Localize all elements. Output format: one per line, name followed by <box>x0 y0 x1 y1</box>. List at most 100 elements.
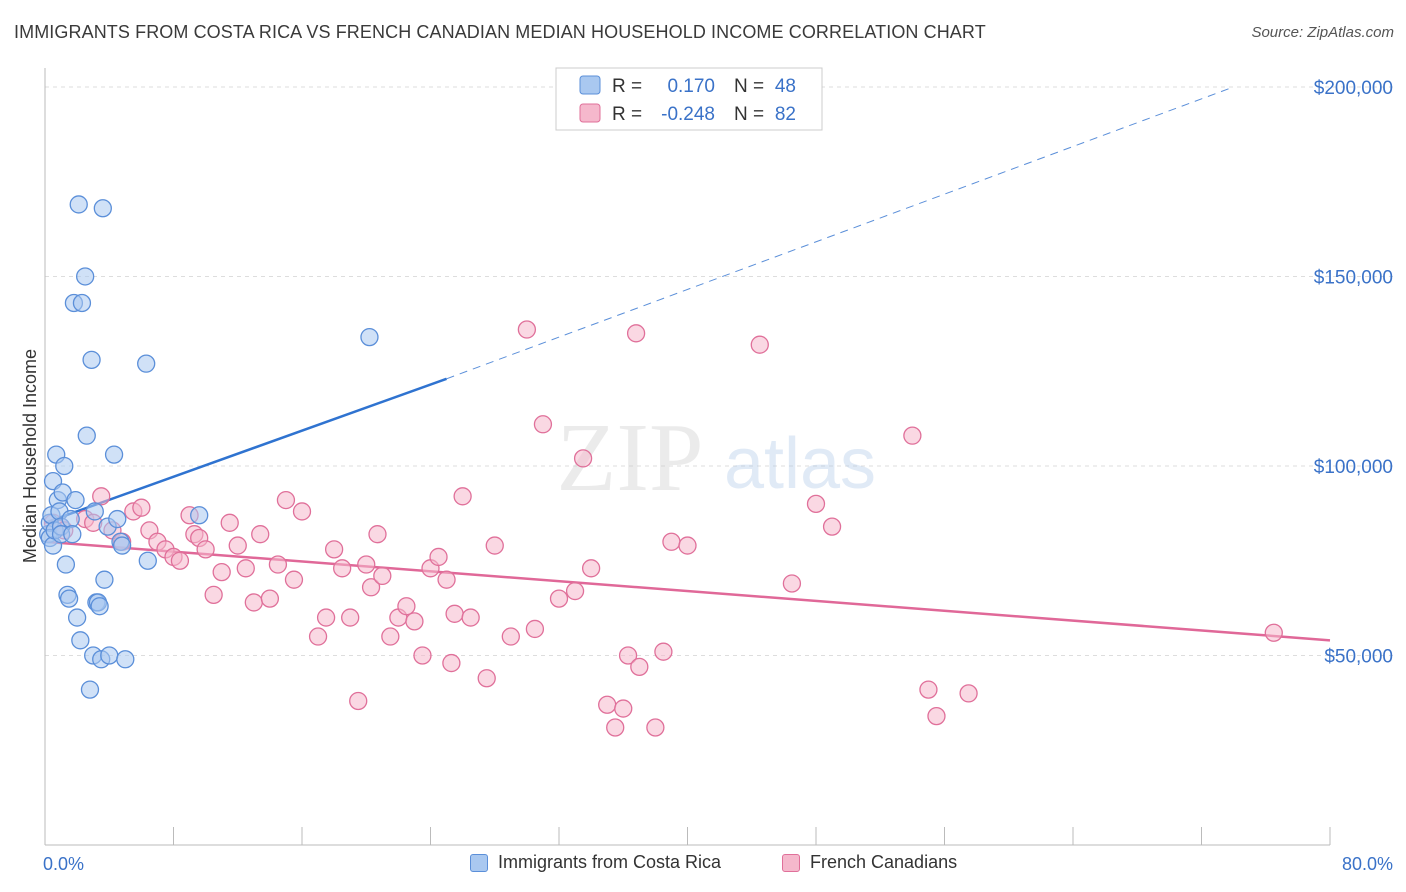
point-costa-rica <box>61 509 80 529</box>
point-french-canadians <box>445 604 464 623</box>
point-french-canadians <box>477 669 496 688</box>
point-costa-rica <box>137 354 156 373</box>
point-costa-rica <box>56 555 76 574</box>
point-costa-rica <box>69 195 88 214</box>
point-french-canadians <box>196 540 215 559</box>
point-french-canadians <box>461 608 480 627</box>
point-french-canadians <box>485 536 504 555</box>
point-costa-rica <box>63 525 82 544</box>
point-french-canadians <box>292 502 312 521</box>
y-axis-label: Median Household Income <box>20 349 40 563</box>
point-french-canadians <box>236 559 255 578</box>
point-french-canadians <box>260 589 280 608</box>
point-french-canadians <box>251 525 270 544</box>
point-costa-rica <box>85 502 104 521</box>
point-french-canadians <box>413 646 432 665</box>
watermark: ZIP atlas <box>557 404 877 512</box>
point-french-canadians <box>357 555 376 574</box>
point-french-canadians <box>782 574 802 593</box>
point-french-canadians <box>573 449 593 468</box>
point-costa-rica <box>67 608 87 627</box>
legend-swatch-blue <box>579 75 601 95</box>
legend-swatch-pink <box>782 853 800 872</box>
point-french-canadians <box>244 593 263 612</box>
point-french-canadians <box>678 536 697 555</box>
point-costa-rica <box>104 445 124 464</box>
point-french-canadians <box>204 585 223 604</box>
legend-label: French Canadians <box>810 852 958 872</box>
y-tick-labels: $50,000 $100,000 $150,000 $200,000 <box>1314 78 1393 668</box>
point-costa-rica <box>80 680 100 699</box>
point-french-canadians <box>373 566 392 586</box>
point-french-canadians <box>212 562 231 582</box>
point-french-canadians <box>228 536 247 555</box>
point-french-canadians <box>324 540 344 559</box>
point-french-canadians <box>630 657 649 677</box>
point-french-canadians <box>549 589 569 608</box>
legend-item-french-canadians: French Canadians <box>782 852 957 873</box>
point-costa-rica <box>71 631 90 650</box>
trend-line-french-canadians <box>44 540 1331 642</box>
point-french-canadians <box>284 570 304 589</box>
point-french-canadians <box>614 699 633 718</box>
point-costa-rica <box>138 551 157 570</box>
point-french-canadians <box>565 581 585 601</box>
point-costa-rica <box>59 589 79 608</box>
point-french-canadians <box>268 555 288 574</box>
y-tick-label: $100,000 <box>1314 457 1393 478</box>
point-french-canadians <box>276 490 296 510</box>
point-french-canadians <box>654 642 673 661</box>
legend-r-label: R = <box>612 76 642 97</box>
legend-swatch-pink <box>579 103 601 123</box>
point-costa-rica <box>76 267 95 286</box>
source-label: Source: ZipAtlas.com <box>1251 24 1394 41</box>
legend-n-label: N = <box>734 76 764 97</box>
legend-item-costa-rica: Immigrants from Costa Rica <box>470 852 721 873</box>
legend-n-value: 82 <box>775 104 796 125</box>
point-costa-rica <box>100 646 119 665</box>
point-french-canadians <box>442 653 461 673</box>
legend-n-value: 48 <box>775 76 796 97</box>
point-costa-rica <box>190 506 209 525</box>
point-french-canadians <box>806 494 826 514</box>
point-french-canadians <box>170 551 190 570</box>
x-tick-label: 80.0% <box>1342 854 1393 874</box>
point-french-canadians <box>598 695 617 714</box>
data-points <box>39 195 1283 737</box>
axes <box>44 68 1331 846</box>
point-french-canadians <box>429 547 448 567</box>
point-french-canadians <box>333 559 352 578</box>
y-tick-label: $150,000 <box>1314 267 1393 288</box>
trend-lines <box>44 86 1331 642</box>
point-french-canadians <box>662 532 681 551</box>
point-french-canadians <box>361 578 381 597</box>
point-french-canadians <box>316 608 336 627</box>
legend-r-label: R = <box>612 104 642 125</box>
point-french-canadians <box>381 627 400 646</box>
point-french-canadians <box>646 718 665 737</box>
trend-line-costa-rica-extension <box>446 86 1234 380</box>
trend-line-costa-rica <box>44 377 447 525</box>
point-costa-rica <box>93 199 112 218</box>
y-tick-label: $50,000 <box>1324 646 1393 667</box>
legend-swatch-blue <box>470 853 488 872</box>
point-french-canadians <box>501 627 520 646</box>
point-french-canadians <box>1264 623 1283 642</box>
point-french-canadians <box>308 627 328 646</box>
legend-n-label: N = <box>734 104 764 125</box>
point-french-canadians <box>453 487 472 506</box>
point-french-canadians <box>750 335 769 354</box>
point-costa-rica <box>66 490 85 510</box>
x-tick-labels: 0.0% 80.0% <box>43 854 1393 874</box>
chart-title: IMMIGRANTS FROM COSTA RICA VS FRENCH CAN… <box>14 22 986 42</box>
point-french-canadians <box>220 513 239 532</box>
point-costa-rica <box>116 650 135 669</box>
point-french-canadians <box>903 426 922 445</box>
legend-bottom: Immigrants from Costa Rica French Canadi… <box>0 852 1406 878</box>
point-costa-rica <box>90 597 109 616</box>
point-french-canadians <box>349 691 368 711</box>
point-french-canadians <box>959 684 978 703</box>
legend-r-value: 0.170 <box>667 76 715 97</box>
legend-r-value: -0.248 <box>661 104 715 125</box>
